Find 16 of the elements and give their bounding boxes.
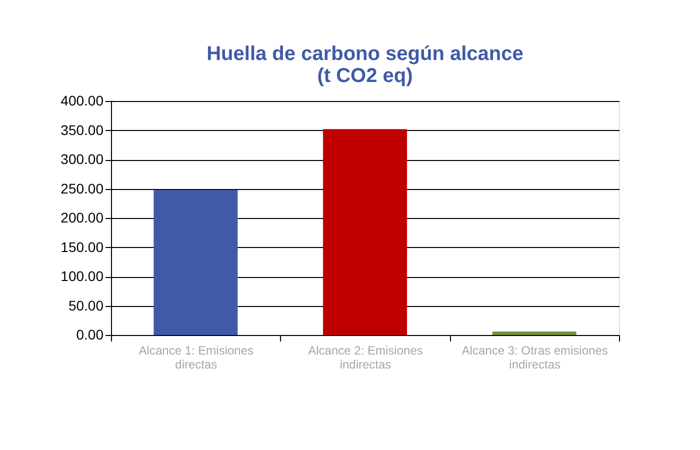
y-tick-label: 150.00 xyxy=(60,238,104,255)
x-tick-label: Alcance 2: Emisiones indirectas xyxy=(308,344,423,372)
bar xyxy=(323,129,407,335)
bar xyxy=(154,190,238,335)
bar xyxy=(492,331,576,335)
y-tick-label: 250.00 xyxy=(60,180,104,196)
x-tick-label: Alcance 3: Otras emisiones indirectas xyxy=(462,344,608,372)
y-tick-label: 300.00 xyxy=(60,151,104,167)
x-tick-label: Alcance 1: Emisiones directas xyxy=(138,344,254,372)
y-tick-label: 100.00 xyxy=(60,268,104,284)
y-tick-label: 200.00 xyxy=(60,210,104,226)
y-tick-label: 400.00 xyxy=(60,92,104,108)
y-tick-label: 0.00 xyxy=(76,326,104,342)
chart-title: Huella de carbono según alcance (t CO2 eq) xyxy=(206,43,524,87)
y-tick-label: 50.00 xyxy=(68,297,104,314)
y-tick-label: 350.00 xyxy=(60,122,104,138)
